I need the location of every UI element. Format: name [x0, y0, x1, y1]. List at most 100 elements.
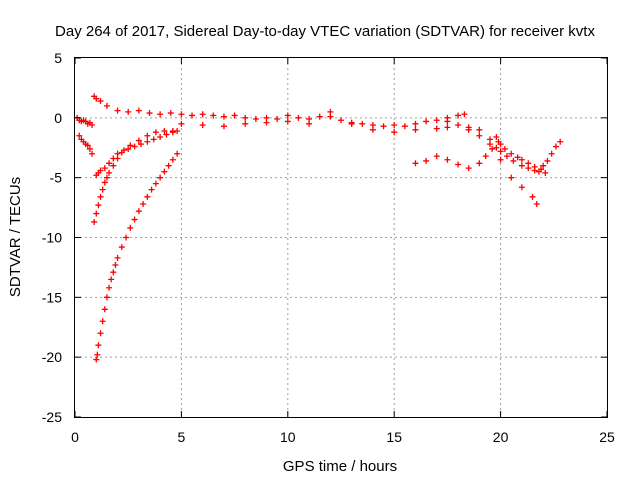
data-point: [135, 137, 142, 144]
y-axis-label: SDTVAR / TECUs: [7, 177, 24, 297]
data-point: [94, 351, 101, 358]
data-point: [97, 167, 104, 174]
y-tick-label: -20: [42, 349, 62, 365]
data-point: [114, 254, 121, 261]
data-point: [252, 116, 259, 123]
y-tick-label: -5: [50, 170, 63, 186]
chart-title: Day 264 of 2017, Sidereal Day-to-day VTE…: [55, 23, 595, 40]
data-point: [106, 169, 113, 176]
data-point: [493, 144, 500, 151]
data-point: [103, 102, 110, 109]
series-arc-f: [93, 150, 181, 363]
data-point: [163, 131, 170, 138]
data-point: [455, 161, 462, 168]
data-point: [161, 127, 168, 134]
data-point: [295, 114, 302, 121]
y-tick-label: 5: [54, 50, 62, 66]
data-point: [423, 118, 430, 125]
data-point: [112, 262, 119, 269]
data-point: [137, 141, 144, 148]
data-point: [476, 132, 483, 139]
series-arc-j: [493, 133, 549, 176]
data-point: [110, 269, 117, 276]
y-tick-label: -10: [42, 230, 62, 246]
data-point: [542, 169, 549, 176]
data-point: [157, 174, 164, 181]
data-point: [401, 123, 408, 130]
data-point: [99, 186, 106, 193]
data-point: [157, 111, 164, 118]
data-point: [152, 129, 159, 136]
data-point: [284, 112, 291, 119]
data-point: [89, 150, 96, 157]
data-point: [348, 120, 355, 127]
data-point: [493, 133, 500, 140]
data-point: [359, 120, 366, 127]
plot-frame: [74, 57, 608, 418]
data-point: [89, 122, 96, 129]
data-point: [465, 124, 472, 131]
x-axis-ticks: 0 5 10 15 20 25: [71, 58, 615, 445]
data-point: [161, 168, 168, 175]
data-point: [412, 120, 419, 127]
data-point: [157, 133, 164, 140]
data-point: [455, 122, 462, 129]
data-point: [148, 186, 155, 193]
data-point: [338, 117, 344, 124]
data-point: [514, 154, 521, 161]
data-point: [391, 129, 398, 136]
data-point: [103, 294, 110, 301]
data-point: [482, 153, 489, 160]
data-point: [127, 224, 134, 231]
data-point: [508, 174, 515, 181]
data-point: [110, 162, 117, 169]
y-axis-ticks: 5 0 -5 -10 -15 -20 -25: [42, 50, 607, 425]
data-point: [101, 179, 108, 186]
data-point: [76, 132, 83, 139]
data-point: [412, 160, 419, 167]
data-point: [525, 160, 532, 167]
data-point: [95, 202, 102, 209]
data-point: [476, 126, 483, 133]
data-point: [144, 193, 151, 200]
data-point: [93, 95, 100, 102]
data-point: [93, 356, 100, 363]
data-point: [497, 141, 504, 148]
data-point: [518, 156, 525, 163]
series-arc-e: [91, 127, 181, 225]
series-arc-b: [76, 132, 96, 157]
data-point: [189, 112, 196, 119]
data-point: [144, 132, 151, 139]
data-point: [433, 125, 440, 132]
data-point: [518, 184, 525, 191]
data-point: [95, 342, 102, 349]
data-point: [433, 153, 440, 160]
data-point: [169, 156, 176, 163]
data-point: [210, 112, 217, 119]
x-tick-label: 15: [386, 429, 402, 445]
data-point: [135, 107, 142, 114]
data-point: [231, 112, 238, 119]
data-point: [150, 136, 157, 143]
data-point: [97, 330, 104, 337]
data-point: [548, 150, 555, 157]
data-point: [167, 110, 174, 117]
data-point: [444, 118, 451, 125]
x-tick-label: 20: [493, 429, 509, 445]
data-point: [114, 107, 121, 114]
data-point: [518, 162, 525, 169]
x-tick-label: 10: [280, 429, 296, 445]
data-point: [93, 210, 100, 217]
data-point: [242, 114, 249, 121]
data-point: [557, 138, 564, 145]
data-points: [74, 93, 564, 363]
data-point: [152, 180, 159, 187]
series-arc-c-spread: [178, 108, 451, 136]
data-point: [544, 157, 551, 164]
data-point: [108, 276, 115, 283]
data-point: [178, 120, 185, 127]
data-point: [433, 117, 440, 124]
data-point: [263, 119, 270, 126]
data-point: [486, 136, 493, 143]
